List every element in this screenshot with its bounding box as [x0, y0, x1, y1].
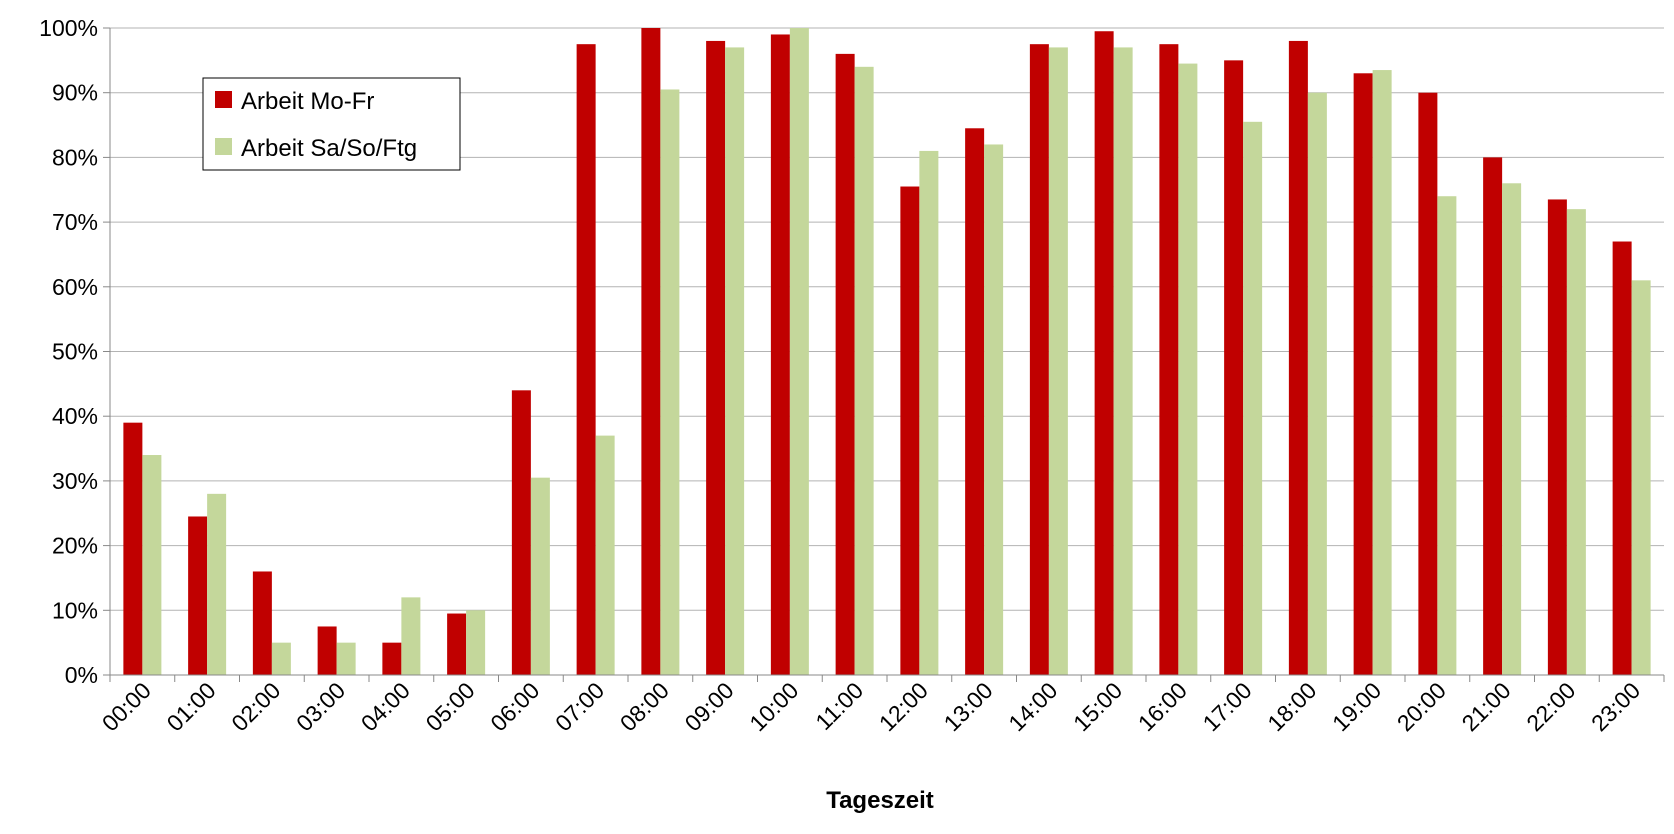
- bar-arbeit-sa-so-ftg-1700: [1243, 121, 1263, 675]
- y-tick-label: 20%: [52, 533, 98, 559]
- y-tick-label: 40%: [52, 403, 98, 429]
- bar-arbeit-mo-fr-0400: [382, 642, 402, 675]
- x-tick-label: 21:00: [1457, 677, 1516, 736]
- bar-arbeit-sa-so-ftg-1900: [1372, 70, 1392, 676]
- bar-arbeit-sa-so-ftg-1200: [919, 150, 939, 675]
- y-tick-label: 60%: [52, 274, 98, 300]
- x-tick-label: 18:00: [1262, 677, 1321, 736]
- x-axis-label: Tageszeit: [826, 787, 934, 814]
- legend-swatch: [215, 138, 232, 155]
- bar-arbeit-mo-fr-2100: [1483, 157, 1503, 675]
- x-tick-label: 10:00: [744, 677, 803, 736]
- bar-arbeit-mo-fr-1700: [1224, 60, 1244, 676]
- bar-arbeit-sa-so-ftg-0800: [660, 89, 680, 676]
- legend: Arbeit Mo-Fr Arbeit Sa/So/Ftg: [202, 77, 461, 171]
- x-tick-label: 04:00: [356, 677, 415, 736]
- bar-arbeit-mo-fr-0900: [706, 40, 726, 675]
- bar-arbeit-sa-so-ftg-1800: [1307, 92, 1327, 675]
- x-tick-label: 13:00: [939, 677, 998, 736]
- y-tick-labels: 0% 10% 20% 30% 40% 50% 60% 70% 80% 90% 100%: [39, 15, 98, 688]
- x-tick-label: 19:00: [1327, 677, 1386, 736]
- bar-arbeit-sa-so-ftg-0200: [271, 642, 291, 675]
- y-tick-label: 10%: [52, 597, 98, 623]
- x-tick-label: 02:00: [226, 677, 285, 736]
- x-tick-label: 17:00: [1198, 677, 1257, 736]
- y-tick-label: 100%: [39, 15, 98, 41]
- bar-arbeit-mo-fr-1900: [1353, 73, 1373, 676]
- bar-arbeit-sa-so-ftg-0000: [142, 455, 162, 675]
- bar-arbeit-mo-fr-0200: [252, 571, 272, 675]
- bar-arbeit-sa-so-ftg-2100: [1502, 183, 1522, 675]
- bar-arbeit-mo-fr-1100: [835, 53, 855, 675]
- x-tick-label: 16:00: [1133, 677, 1192, 736]
- axes: [109, 28, 1665, 682]
- bar-arbeit-sa-so-ftg-2000: [1437, 196, 1457, 675]
- bar-arbeit-mo-fr-0600: [511, 390, 531, 675]
- bar-arbeit-mo-fr-1600: [1159, 44, 1179, 676]
- bar-arbeit-mo-fr-2300: [1612, 241, 1632, 675]
- bar-arbeit-sa-so-ftg-2300: [1631, 280, 1651, 675]
- x-tick-label: 08:00: [615, 677, 674, 736]
- x-tick-label: 12:00: [874, 677, 933, 736]
- bar-arbeit-mo-fr-1800: [1288, 40, 1308, 675]
- x-tick-label: 01:00: [162, 677, 221, 736]
- bar-arbeit-mo-fr-1200: [900, 186, 920, 675]
- x-tick-label: 14:00: [1003, 677, 1062, 736]
- bar-arbeit-mo-fr-0700: [576, 44, 596, 676]
- bar-arbeit-sa-so-ftg-1500: [1113, 47, 1133, 676]
- bar-arbeit-sa-so-ftg-1400: [1048, 47, 1068, 676]
- x-tick-label: 03:00: [291, 677, 350, 736]
- bar-arbeit-sa-so-ftg-0300: [336, 642, 356, 675]
- x-tick-label: 09:00: [680, 677, 739, 736]
- bar-arbeit-mo-fr-0300: [317, 626, 337, 675]
- bar-arbeit-sa-so-ftg-1600: [1178, 63, 1198, 675]
- y-tick-label: 90%: [52, 80, 98, 106]
- bar-arbeit-sa-so-ftg-1300: [984, 144, 1004, 675]
- bar-arbeit-mo-fr-1500: [1094, 31, 1114, 676]
- bar-arbeit-sa-so-ftg-0100: [207, 493, 227, 675]
- x-tick-label: 15:00: [1068, 677, 1127, 736]
- legend-swatch: [215, 91, 232, 108]
- bar-arbeit-mo-fr-2200: [1547, 199, 1567, 675]
- bar-arbeit-sa-so-ftg-1000: [789, 28, 809, 675]
- bar-arbeit-mo-fr-1000: [770, 34, 790, 676]
- y-tick-label: 0%: [65, 662, 98, 688]
- bar-arbeit-sa-so-ftg-0500: [466, 610, 486, 675]
- bar-arbeit-sa-so-ftg-2200: [1566, 209, 1586, 675]
- bar-arbeit-mo-fr-2000: [1418, 92, 1438, 675]
- x-tick-label: 20:00: [1392, 677, 1451, 736]
- y-tick-label: 80%: [52, 144, 98, 170]
- y-tick-label: 70%: [52, 209, 98, 235]
- bar-arbeit-mo-fr-0500: [447, 613, 467, 675]
- legend-label: Arbeit Mo-Fr: [241, 88, 374, 115]
- bar-arbeit-mo-fr-1300: [965, 128, 985, 675]
- bar-arbeit-sa-so-ftg-0700: [595, 435, 615, 675]
- bar-arbeit-sa-so-ftg-0400: [401, 597, 421, 675]
- bar-arbeit-sa-so-ftg-0900: [725, 47, 745, 676]
- bar-arbeit-mo-fr-1400: [1029, 44, 1049, 676]
- bar-arbeit-sa-so-ftg-1100: [854, 66, 874, 675]
- x-tick-label: 11:00: [810, 677, 868, 735]
- x-tick-label: 05:00: [421, 677, 480, 736]
- x-tick-label: 22:00: [1521, 677, 1580, 736]
- legend-box: [202, 77, 461, 171]
- x-tick-label: 00:00: [97, 677, 156, 736]
- gridlines: [103, 27, 1664, 676]
- bar-arbeit-sa-so-ftg-0600: [530, 477, 550, 675]
- bars: [123, 28, 1651, 676]
- x-tick-label: 23:00: [1586, 677, 1645, 736]
- y-tick-label: 50%: [52, 339, 98, 365]
- x-tick-label: 06:00: [485, 677, 544, 736]
- x-tick-label: 07:00: [550, 677, 609, 736]
- bar-arbeit-mo-fr-0000: [123, 422, 143, 675]
- y-tick-label: 30%: [52, 468, 98, 494]
- legend-label: Arbeit Sa/So/Ftg: [241, 135, 417, 162]
- bar-arbeit-mo-fr-0100: [188, 516, 208, 675]
- x-tick-labels: 00:00 01:00 02:00 03:00 04:00 05:00 06:00 07:00…: [97, 677, 1645, 736]
- bar-arbeit-mo-fr-0800: [641, 28, 661, 675]
